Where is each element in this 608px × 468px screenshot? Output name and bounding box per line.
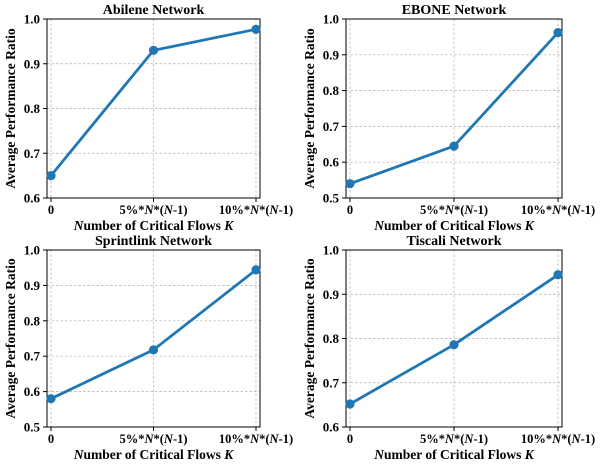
y-tick-label: 0.7 <box>24 146 41 161</box>
y-tick-label: 0.8 <box>323 331 340 346</box>
y-tick-label: 0.9 <box>24 278 41 293</box>
x-tick-label: 5%*N*(N-1) <box>119 432 187 446</box>
y-tick-label: 0.8 <box>323 83 340 98</box>
chart-title: Sprintlink Network <box>95 234 212 249</box>
data-point <box>553 270 563 280</box>
chart-panel-1: 0.6 0.7 0.8 0.9 1.0 0 5%*N*(N-1) 10%*N*(N-1) Abi… <box>3 3 293 233</box>
y-tick-label: 0.6 <box>323 155 340 170</box>
chart-panel-4: 0.6 0.7 0.8 0.9 1.0 0 5%*N*(N-1) 10%*N*(N-1) Tis… <box>302 234 595 462</box>
y-tick-label: 0.6 <box>24 191 41 206</box>
data-point <box>553 28 563 38</box>
data-point <box>148 345 159 355</box>
y-tick-label: 1.0 <box>323 12 339 27</box>
x-tick-label: 10%*N*(N-1) <box>219 203 293 217</box>
y-tick-label: 0.7 <box>323 375 340 390</box>
x-axis-label: Number of Critical Flows K <box>73 447 234 462</box>
x-tick-label: 0 <box>48 432 54 446</box>
data-point <box>46 394 56 404</box>
x-tick-label: 10%*N*(N-1) <box>521 432 595 446</box>
y-tick-label: 0.9 <box>323 287 340 302</box>
data-point <box>46 171 56 181</box>
plot-frame <box>345 18 563 199</box>
data-point <box>251 24 261 34</box>
y-axis-label: Average Performance Ratio <box>302 28 317 188</box>
data-point <box>449 141 459 151</box>
y-tick-label: 0.5 <box>323 191 340 206</box>
y-tick-label: 0.5 <box>24 420 41 435</box>
x-tick-label: 10%*N*(N-1) <box>521 203 595 217</box>
x-axis-label: Number of Critical Flows K <box>373 218 534 233</box>
y-axis-label: Average Performance Ratio <box>3 28 18 188</box>
x-tick-label: 0 <box>347 203 353 217</box>
y-tick-label: 1.0 <box>323 243 339 258</box>
x-tick-label: 0 <box>347 432 353 446</box>
y-tick-label: 0.7 <box>323 119 340 134</box>
data-point <box>251 265 261 275</box>
y-tick-label: 0.8 <box>24 313 41 328</box>
y-tick-label: 0.6 <box>24 384 41 399</box>
data-point <box>449 340 459 350</box>
y-tick-label: 1.0 <box>24 12 40 27</box>
x-tick-label: 5%*N*(N-1) <box>420 203 488 217</box>
data-point <box>345 179 355 189</box>
x-axis-label: Number of Critical Flows K <box>373 447 534 462</box>
chart-title: Tiscali Network <box>406 234 501 249</box>
y-tick-label: 1.0 <box>24 243 40 258</box>
chart-title: EBONE Network <box>402 3 507 18</box>
y-tick-label: 0.9 <box>24 56 41 71</box>
x-tick-label: 10%*N*(N-1) <box>219 432 293 446</box>
series-line <box>50 268 257 400</box>
y-tick-label: 0.6 <box>323 420 340 435</box>
chart-panel-2: 0.5 0.6 0.7 0.8 0.9 1.0 0 5%*N*(N-1) 10%*N*(N-1)… <box>302 3 595 233</box>
x-axis-label: Number of Critical Flows K <box>73 218 234 233</box>
chart-panel-3: 0.5 0.6 0.7 0.8 0.9 1.0 0 5%*N*(N-1) 10%*N*(N-1)… <box>3 234 293 462</box>
y-tick-label: 0.8 <box>24 101 41 116</box>
x-tick-label: 0 <box>48 203 54 217</box>
y-tick-label: 0.7 <box>24 349 41 364</box>
y-axis-label: Average Performance Ratio <box>302 258 317 418</box>
y-tick-label: 0.9 <box>323 47 340 62</box>
data-point <box>148 45 159 55</box>
x-tick-label: 5%*N*(N-1) <box>420 432 488 446</box>
y-axis-label: Average Performance Ratio <box>3 258 18 418</box>
data-point <box>345 399 355 409</box>
chart-title: Abilene Network <box>103 3 205 18</box>
x-tick-label: 5%*N*(N-1) <box>119 203 187 217</box>
